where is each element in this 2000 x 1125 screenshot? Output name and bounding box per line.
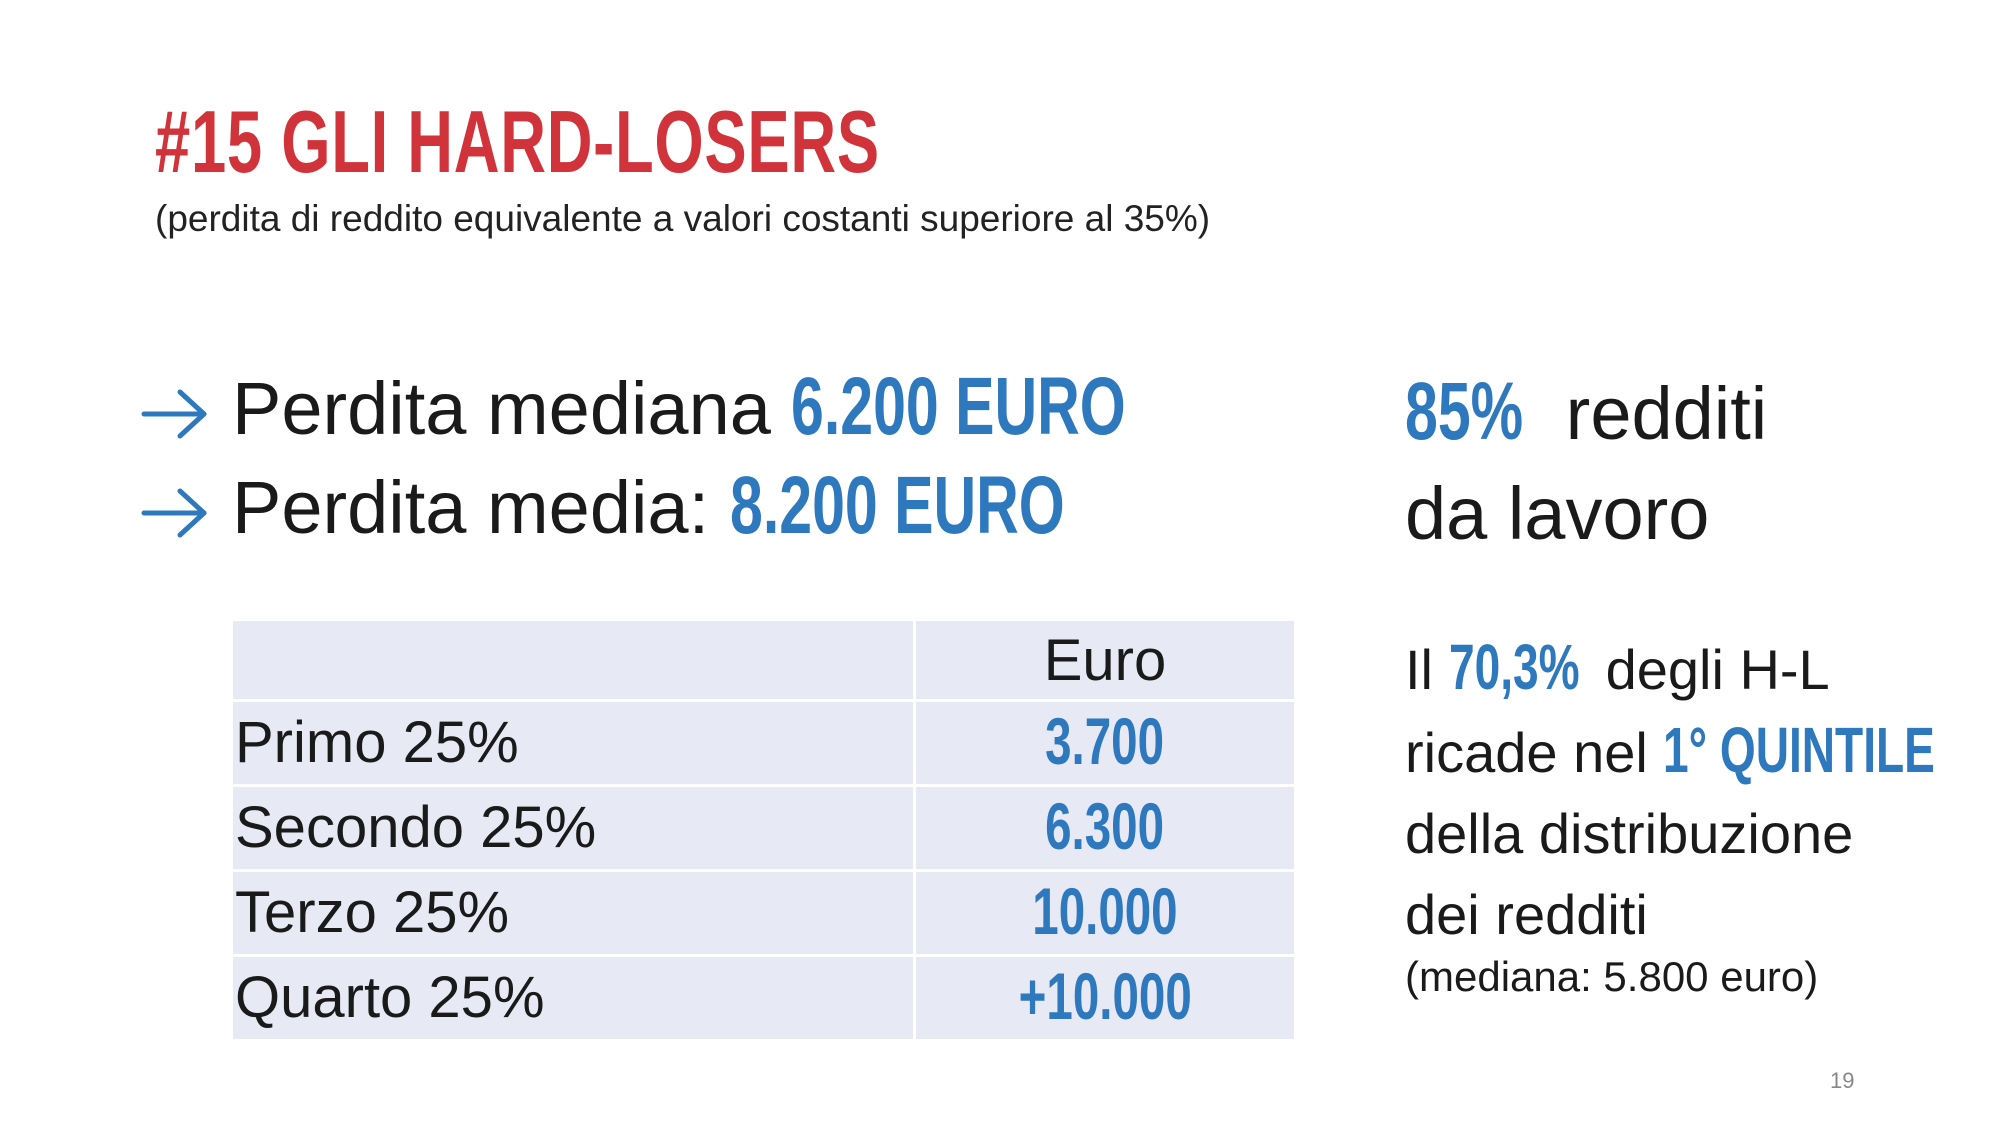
row-value: 3.700 — [916, 702, 1294, 784]
labour-income-stat: 85% redditi da lavoro — [1405, 362, 1767, 564]
bullet-mean-loss: Perdita media: 8.200 EURO — [140, 461, 1195, 553]
table-header-row: Euro — [233, 621, 1294, 699]
bullet-text: Perdita media: — [232, 466, 730, 549]
slide-title: #15 GLI HARD-LOSERS — [155, 92, 880, 191]
quintile-line-2: ricade nel 1° QUINTILE — [1405, 710, 2000, 793]
row-value: 6.300 — [916, 787, 1294, 869]
table-row: Secondo 25% 6.300 — [233, 787, 1294, 869]
quintile-line-4: dei redditi — [1405, 883, 1648, 946]
row-label: Quarto 25% — [233, 957, 913, 1039]
stat-line-1: 85% redditi — [1405, 362, 1767, 464]
bullet-value: 6.200 EURO — [791, 361, 1127, 452]
table-header-euro: Euro — [916, 621, 1294, 699]
table-row: Primo 25% 3.700 — [233, 702, 1294, 784]
table-header-empty — [233, 621, 913, 699]
table-row: Terzo 25% 10.000 — [233, 872, 1294, 954]
quintile-line-3: della distribuzione — [1405, 802, 1854, 865]
quintile-line-1: Il 70,3% degli H-L — [1405, 627, 2000, 710]
stat-line-2: da lavoro — [1405, 472, 1710, 555]
bullet-text: Perdita mediana — [232, 367, 792, 450]
row-label: Primo 25% — [233, 702, 913, 784]
page-number: 19 — [1830, 1068, 1855, 1093]
slide-subtitle: (perdita di reddito equivalente a valori… — [155, 198, 1211, 239]
bullet-value: 8.200 EURO — [729, 460, 1065, 551]
row-label: Secondo 25% — [233, 787, 913, 869]
arrow-right-icon — [141, 488, 207, 538]
arrow-right-icon — [141, 389, 207, 439]
quartile-table: Euro Primo 25% 3.700 Secondo 25% 6.300 T… — [230, 618, 1297, 1042]
table-row: Quarto 25% +10.000 — [233, 957, 1294, 1039]
bullet-median-loss: Perdita mediana 6.200 EURO — [140, 362, 1256, 454]
stat-value: 85% — [1405, 366, 1524, 457]
median-note: (mediana: 5.800 euro) — [1405, 953, 1819, 1000]
quintile-value: 1° QUINTILE — [1663, 714, 1936, 786]
quintile-stat: Il 70,3% degli H-L ricade nel 1° QUINTIL… — [1405, 627, 2000, 955]
row-value: +10.000 — [916, 957, 1294, 1039]
row-value: 10.000 — [916, 872, 1294, 954]
row-label: Terzo 25% — [233, 872, 913, 954]
quintile-percent: 70,3% — [1448, 631, 1580, 703]
